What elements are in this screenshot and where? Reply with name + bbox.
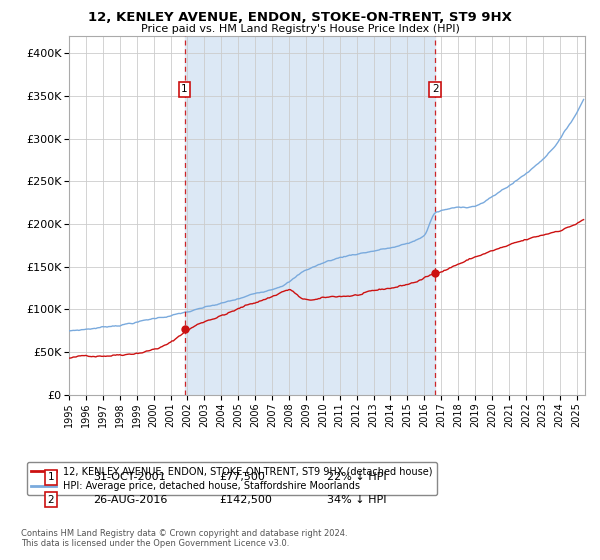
Text: 22% ↓ HPI: 22% ↓ HPI — [327, 472, 386, 482]
Text: Contains HM Land Registry data © Crown copyright and database right 2024.: Contains HM Land Registry data © Crown c… — [21, 529, 347, 538]
Bar — [185, 36, 435, 395]
Text: 2: 2 — [47, 494, 55, 505]
Text: 34% ↓ HPI: 34% ↓ HPI — [327, 494, 386, 505]
Text: Price paid vs. HM Land Registry's House Price Index (HPI): Price paid vs. HM Land Registry's House … — [140, 24, 460, 34]
Legend: 12, KENLEY AVENUE, ENDON, STOKE-ON-TRENT, ST9 9HX (detached house), HPI: Average: 12, KENLEY AVENUE, ENDON, STOKE-ON-TRENT… — [28, 463, 437, 495]
Text: £142,500: £142,500 — [219, 494, 272, 505]
Text: 31-OCT-2001: 31-OCT-2001 — [93, 472, 166, 482]
Text: 12, KENLEY AVENUE, ENDON, STOKE-ON-TRENT, ST9 9HX: 12, KENLEY AVENUE, ENDON, STOKE-ON-TRENT… — [88, 11, 512, 24]
Text: This data is licensed under the Open Government Licence v3.0.: This data is licensed under the Open Gov… — [21, 539, 289, 548]
Text: 26-AUG-2016: 26-AUG-2016 — [93, 494, 167, 505]
Text: 2: 2 — [432, 85, 439, 94]
Text: £77,500: £77,500 — [219, 472, 265, 482]
Text: 1: 1 — [47, 472, 55, 482]
Text: 1: 1 — [181, 85, 188, 94]
